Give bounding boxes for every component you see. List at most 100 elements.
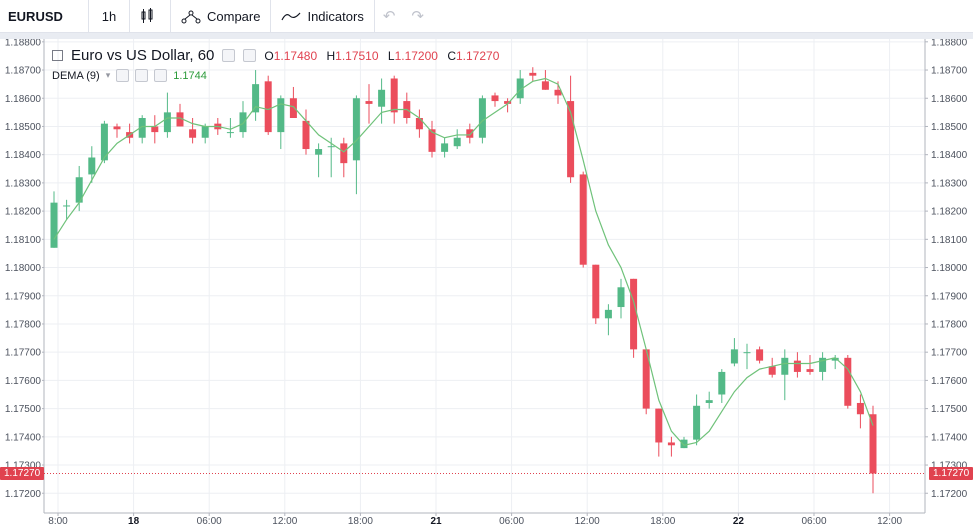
- candle-body[interactable]: [226, 132, 234, 134]
- hide-icon[interactable]: [243, 49, 257, 62]
- series-legend: Euro vs US Dollar, 60 O1.17480 H1.17510 …: [52, 47, 505, 64]
- candle-body[interactable]: [75, 177, 83, 203]
- candle-body[interactable]: [617, 287, 625, 308]
- y-tick-label-left: 1.18400: [5, 150, 42, 161]
- candle-body[interactable]: [642, 349, 650, 409]
- candle-body[interactable]: [466, 129, 474, 138]
- chart-area[interactable]: 1.18800 1.18800 1.18700 1.18700 1.18600 1.186…: [0, 39, 973, 528]
- candle-body[interactable]: [453, 137, 461, 147]
- candle-body[interactable]: [441, 143, 449, 152]
- close-label: C: [447, 48, 456, 63]
- compare-button[interactable]: Compare: [171, 0, 272, 32]
- candle-body[interactable]: [491, 95, 499, 102]
- candle-body[interactable]: [176, 112, 184, 127]
- candle-body[interactable]: [693, 405, 701, 440]
- candle-body[interactable]: [138, 118, 146, 138]
- candle-body[interactable]: [113, 126, 121, 130]
- candle-body[interactable]: [63, 205, 71, 207]
- x-tick-label: 18:00: [650, 516, 675, 527]
- candle-body[interactable]: [88, 157, 96, 175]
- candle-body[interactable]: [352, 98, 360, 161]
- candle-body[interactable]: [579, 174, 587, 265]
- candle-body[interactable]: [541, 81, 549, 90]
- candle-body[interactable]: [856, 402, 864, 415]
- open-label: O: [264, 48, 274, 63]
- candle-body[interactable]: [340, 143, 348, 164]
- symbol-search[interactable]: EURUSD: [0, 0, 89, 32]
- candle-body[interactable]: [378, 89, 386, 107]
- candle-body[interactable]: [516, 78, 524, 99]
- candle-body[interactable]: [680, 439, 688, 449]
- candle-body[interactable]: [554, 89, 562, 96]
- candle-body[interactable]: [252, 84, 260, 113]
- collapse-legend-icon[interactable]: [52, 50, 63, 61]
- candle-body[interactable]: [667, 442, 675, 446]
- series-title: Euro vs US Dollar, 60: [71, 47, 215, 64]
- candle-body[interactable]: [504, 101, 512, 104]
- chevron-down-icon[interactable]: ▾: [105, 70, 111, 80]
- candle-body[interactable]: [189, 129, 197, 138]
- price-chart[interactable]: 1.18800 1.18800 1.18700 1.18700 1.18600 1.186…: [0, 39, 973, 528]
- candle-body[interactable]: [756, 349, 764, 361]
- candle-body[interactable]: [277, 98, 285, 133]
- candle-body[interactable]: [302, 120, 310, 150]
- y-tick-label-left: 1.17500: [5, 404, 42, 415]
- candle-body[interactable]: [415, 118, 423, 130]
- interval-button[interactable]: 1h: [89, 0, 130, 32]
- y-tick-label-left: 1.18600: [5, 94, 42, 105]
- y-tick-label-right: 1.18700: [931, 66, 968, 77]
- candle-body[interactable]: [478, 98, 486, 138]
- x-tick-label: 22: [733, 516, 745, 527]
- candle-body[interactable]: [100, 123, 108, 161]
- chart-style-button[interactable]: [130, 0, 171, 32]
- candle-body[interactable]: [819, 357, 827, 372]
- candle-body[interactable]: [264, 81, 272, 133]
- candle-body[interactable]: [743, 352, 751, 354]
- candle-body[interactable]: [768, 366, 776, 375]
- settings-icon[interactable]: [222, 49, 236, 62]
- candle-body[interactable]: [529, 72, 537, 76]
- candle-body[interactable]: [315, 149, 323, 155]
- candle-body[interactable]: [327, 146, 335, 148]
- candle-body[interactable]: [50, 202, 58, 248]
- candle-body[interactable]: [151, 126, 159, 133]
- undo-button[interactable]: ↶: [375, 0, 404, 32]
- candle-body[interactable]: [365, 101, 373, 104]
- candle-body[interactable]: [793, 360, 801, 372]
- indicator-close-icon[interactable]: [154, 69, 168, 82]
- candles-icon: [141, 8, 153, 23]
- x-tick-label: 06:00: [499, 516, 524, 527]
- candle-body[interactable]: [592, 264, 600, 319]
- candle-body[interactable]: [163, 112, 171, 133]
- y-tick-label-left: 1.18700: [5, 66, 42, 77]
- candle-body[interactable]: [567, 101, 575, 178]
- candle-body[interactable]: [428, 129, 436, 152]
- candle-body[interactable]: [655, 408, 663, 443]
- indicator-hide-icon[interactable]: [135, 69, 149, 82]
- candle-body[interactable]: [239, 112, 247, 133]
- y-tick-label-right: 1.18000: [931, 263, 968, 274]
- y-tick-label-right: 1.17700: [931, 348, 968, 359]
- symbol-label: EURUSD: [8, 8, 63, 24]
- candle-body[interactable]: [718, 371, 726, 395]
- candle-body[interactable]: [844, 357, 852, 406]
- redo-button[interactable]: ↷: [403, 0, 432, 32]
- candle-body[interactable]: [705, 400, 713, 403]
- y-tick-label-left: 1.18200: [5, 207, 42, 218]
- candle-body[interactable]: [630, 278, 638, 350]
- candle-body[interactable]: [604, 309, 612, 319]
- y-tick-label-left: 1.18500: [5, 122, 42, 133]
- last-price-badge-right: 1.17270: [929, 467, 973, 480]
- y-tick-label-left: 1.17800: [5, 319, 42, 330]
- candle-body[interactable]: [390, 78, 398, 113]
- candle-body[interactable]: [869, 414, 877, 474]
- candle-body[interactable]: [201, 126, 209, 138]
- y-tick-label-right: 1.18200: [931, 207, 968, 218]
- indicators-button[interactable]: Indicators: [271, 0, 375, 32]
- indicator-settings-icon[interactable]: [116, 69, 130, 82]
- candle-body[interactable]: [781, 357, 789, 375]
- candle-body[interactable]: [289, 98, 297, 118]
- candle-body[interactable]: [730, 349, 738, 364]
- candle-body[interactable]: [831, 357, 839, 361]
- candle-body[interactable]: [806, 369, 814, 372]
